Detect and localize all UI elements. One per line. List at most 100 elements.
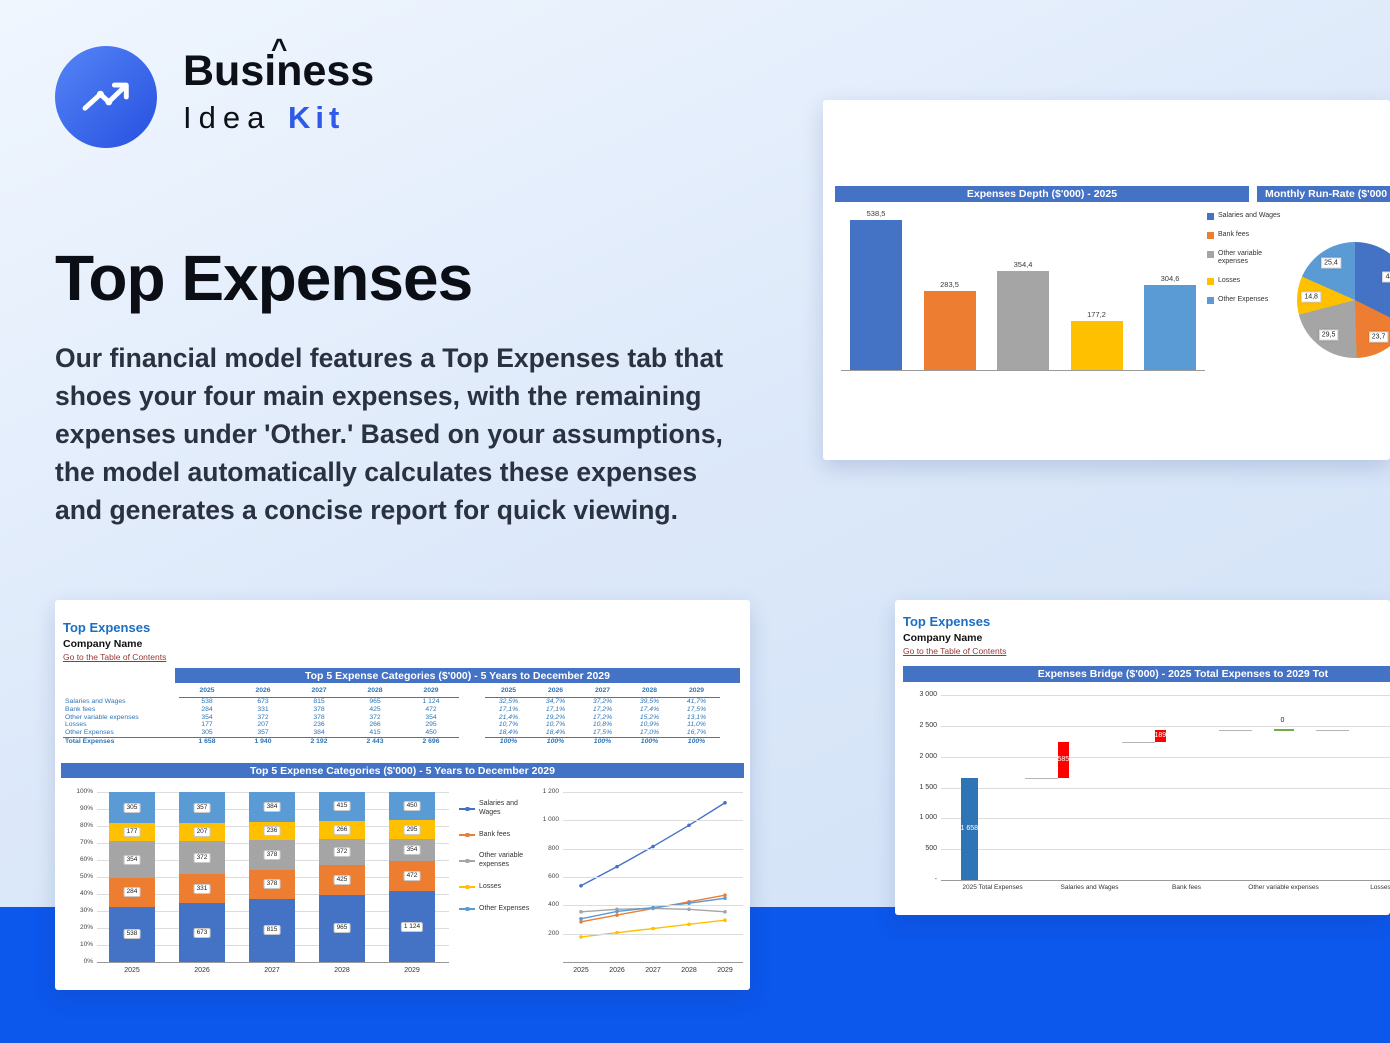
total-value-cell: 1 940 — [235, 736, 291, 746]
value-cell: 354 — [201, 713, 213, 721]
y-axis-tick: 2 000 — [919, 752, 937, 760]
bar-segment: 673 — [179, 903, 225, 962]
line-series — [580, 802, 726, 887]
segment-value-label: 354 — [123, 854, 141, 865]
stacked-bar: 538 284 354 177 305 — [109, 792, 155, 962]
legend-item: Other Expenses — [459, 905, 531, 914]
segment-value-label: 538 — [123, 929, 141, 940]
gridline — [941, 725, 1390, 727]
table-of-contents-link[interactable]: Go to the Table of Contents — [63, 652, 167, 662]
gridline — [941, 849, 1390, 851]
legend-label: Salaries and Wages — [479, 800, 518, 816]
legend-item: Other Expenses — [1207, 296, 1287, 305]
segment-value-label: 207 — [193, 827, 211, 838]
legend-item: Other variable expenses — [459, 852, 531, 870]
brand-word-kit: Kit — [287, 100, 345, 135]
gridline — [563, 848, 743, 850]
percent-cell: 13,1% — [686, 713, 707, 721]
bar-segment: 472 — [389, 861, 435, 892]
stacked-bar: 673 331 372 207 357 — [179, 792, 225, 962]
legend-swatch — [1207, 250, 1214, 258]
table-corner — [63, 686, 179, 694]
y-axis-tick: 80% — [79, 822, 93, 829]
total-value-cell: 1 658 — [179, 736, 235, 746]
total-percent-cell: 100% — [532, 736, 579, 746]
bar-segment: 965 — [319, 894, 365, 962]
legend-marker — [465, 806, 470, 811]
segment-value-label: 305 — [123, 802, 141, 813]
value-cell: 305 — [201, 729, 213, 737]
percent-cell: 17,1% — [545, 705, 566, 713]
line-marker — [723, 918, 727, 923]
y-axis-tick: 0% — [83, 958, 93, 965]
bar-segment: 815 — [249, 898, 295, 962]
row-label: Other Expenses — [65, 729, 114, 737]
x-axis-tick: 2028 — [334, 967, 350, 974]
bar-group: 354,4 — [994, 208, 1052, 370]
legend-swatch — [1207, 278, 1214, 285]
column-header-year: 2025 — [485, 686, 532, 698]
bar — [923, 291, 976, 370]
line-marker — [579, 883, 583, 888]
legend-marker — [465, 906, 470, 912]
line-marker — [723, 893, 727, 897]
segment-value-label: 357 — [193, 802, 211, 813]
bar — [997, 271, 1049, 370]
gridline — [941, 756, 1390, 758]
plot-area — [563, 792, 743, 963]
waterfall-connector — [1218, 730, 1252, 732]
segment-value-label: 378 — [263, 879, 281, 890]
column-header-year: 2027 — [291, 686, 347, 698]
stacked-bar: 965 425 372 266 415 — [319, 791, 365, 962]
bar-group: 177,2 — [1068, 208, 1126, 370]
expenses-depth-legend: Salaries and Wages Bank fees Other variabl… — [1207, 212, 1287, 305]
table-of-contents-link[interactable]: Go to the Table of Contents — [903, 646, 1007, 656]
value-cell: 295 — [425, 721, 437, 729]
table-gap — [459, 729, 485, 737]
line-marker — [651, 844, 655, 849]
value-cell: 1 124 — [422, 698, 440, 705]
segment-value-label: 331 — [193, 883, 211, 894]
bar-segment: 177 — [109, 823, 155, 842]
x-axis-tick: 2025 — [573, 967, 589, 974]
total-percent-cell: 100% — [579, 736, 626, 746]
screenshot-card-expenses-depth: Expenses Depth ($'000) - 2025 Monthly Ru… — [823, 100, 1390, 460]
gridline — [941, 787, 1390, 789]
segment-value-label: 372 — [333, 847, 351, 858]
bar-segment: 1 124 — [389, 891, 435, 962]
x-axis-tick: Losses — [1370, 884, 1390, 891]
percent-cell: 11,0% — [687, 721, 706, 729]
zero-marker — [1273, 729, 1294, 732]
legend-item: Losses — [1207, 277, 1287, 286]
percent-cell: 37,2% — [592, 698, 613, 705]
y-axis-tick: 2 500 — [919, 721, 937, 729]
stacked-bar: 1 124 472 354 295 450 — [389, 792, 435, 962]
row-label: Bank fees — [65, 705, 96, 713]
line-marker — [723, 896, 727, 901]
bar — [1144, 285, 1196, 370]
table-section-header: Top 5 Expense Categories ($'000) - 5 Yea… — [175, 668, 740, 683]
legend-item: Salaries and Wages — [1207, 212, 1287, 221]
bar-segment: 354 — [109, 841, 155, 878]
y-axis-tick: 500 — [925, 845, 937, 853]
value-cell: 415 — [369, 729, 381, 737]
value-cell: 177 — [201, 721, 213, 729]
total-percent-cell: 100% — [485, 736, 532, 746]
y-axis-tick: 400 — [548, 901, 559, 909]
value-cell: 472 — [425, 705, 437, 713]
top5-stacked-chart: 538 284 354 177 305 673 331 372 207 357 815 378 378 2… — [65, 785, 467, 985]
table-gap — [459, 706, 485, 714]
percent-cell: 16,7% — [686, 729, 707, 737]
value-cell: 425 — [369, 705, 381, 713]
bar-value-label: 304,6 — [1160, 274, 1180, 283]
column-header-year: 2029 — [403, 686, 459, 698]
pie-value-label: 25,4 — [1321, 257, 1341, 269]
segment-value-label: 425 — [333, 875, 351, 886]
x-axis-tick: 2027 — [264, 967, 280, 974]
value-cell: 673 — [257, 698, 269, 705]
x-axis-tick: Salaries and Wages — [1060, 884, 1119, 891]
bar-segment: 372 — [319, 839, 365, 866]
legend-item: Other variable expenses — [1207, 250, 1287, 268]
x-axis-tick: 2027 — [645, 967, 661, 974]
percent-cell: 19,2% — [545, 713, 566, 721]
